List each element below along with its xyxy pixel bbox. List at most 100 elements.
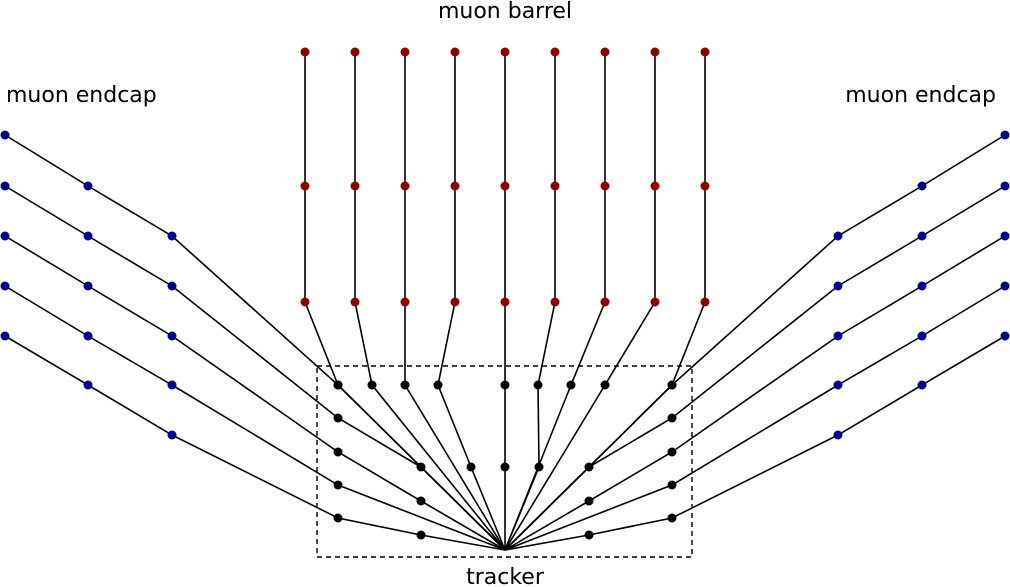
endcap-track-left	[4, 335, 506, 551]
barrel-track	[504, 52, 556, 551]
barrel-hit	[650, 47, 660, 57]
endcap-track-left	[4, 134, 506, 551]
tracker-hit	[416, 462, 426, 472]
tracker-hit	[667, 380, 677, 390]
barrel-track	[437, 52, 506, 551]
endcap-hit-right	[917, 281, 927, 291]
endcap-hit-left	[83, 181, 93, 191]
endcap-track-right	[504, 134, 1006, 551]
endcap-hit-right	[1000, 231, 1010, 241]
barrel-hit	[350, 181, 360, 191]
endcap-hit-right	[833, 331, 843, 341]
endcap-track-right	[504, 235, 1006, 551]
barrel-hit	[300, 47, 310, 57]
barrel-hit	[550, 297, 560, 307]
barrel-hit	[500, 297, 510, 307]
endcap-hit-left	[0, 331, 10, 341]
tracker-hit	[500, 462, 510, 472]
endcap-hit-left	[0, 130, 10, 140]
endcap-track-right	[504, 185, 1006, 551]
endcap-hit-right	[917, 380, 927, 390]
barrel-hit	[600, 47, 610, 57]
endcap-hit-left	[0, 181, 10, 191]
barrel-hit	[400, 47, 410, 57]
endcap-hit-left	[83, 331, 93, 341]
endcap-hit-left	[167, 380, 177, 390]
endcap-hit-left	[167, 331, 177, 341]
barrel-hit	[650, 181, 660, 191]
barrel-hit	[450, 47, 460, 57]
barrel-hit	[500, 47, 510, 57]
endcap-hit-left	[167, 281, 177, 291]
muon-endcap-right-label: muon endcap	[845, 83, 996, 108]
tracker-hit	[600, 380, 610, 390]
tracker-hit	[667, 513, 677, 523]
endcap-hit-right	[917, 181, 927, 191]
barrel-hit	[350, 47, 360, 57]
tracker-hit	[500, 380, 510, 390]
tracker-hit	[433, 380, 443, 390]
endcap-hit-right	[1000, 181, 1010, 191]
tracker-hit	[566, 380, 576, 390]
endcap-hit-right	[833, 380, 843, 390]
endcap-hit-left	[167, 430, 177, 440]
tracker-label: tracker	[466, 565, 545, 587]
endcap-hit-left	[83, 380, 93, 390]
barrel-hit	[350, 297, 360, 307]
endcap-hit-right	[833, 281, 843, 291]
tracker-hit	[333, 413, 343, 423]
barrel-hit	[400, 181, 410, 191]
endcap-hit-right	[917, 231, 927, 241]
tracker-hit	[416, 496, 426, 506]
endcap-hit-right	[917, 331, 927, 341]
tracker-hit	[333, 480, 343, 490]
endcap-track-left	[4, 235, 506, 551]
tracker-hit	[533, 380, 543, 390]
endcap-track-right	[504, 335, 1006, 551]
tracker-hit	[584, 530, 594, 540]
tracker-hit	[667, 413, 677, 423]
endcap-hit-right	[1000, 281, 1010, 291]
tracker-hit	[367, 380, 377, 390]
tracker-hit	[584, 496, 594, 506]
endcap-hit-right	[833, 430, 843, 440]
tracker-hit	[333, 447, 343, 457]
barrel-hit	[450, 181, 460, 191]
endcap-track-right	[504, 285, 1006, 551]
muon-barrel-label: muon barrel	[438, 0, 572, 24]
endcap-hit-left	[0, 281, 10, 291]
tracker-hit	[584, 462, 594, 472]
barrel-hit	[450, 297, 460, 307]
endcap-track-left	[4, 185, 506, 551]
barrel-hit	[650, 297, 660, 307]
tracker-hit	[333, 513, 343, 523]
barrel-hit	[600, 297, 610, 307]
barrel-hit	[700, 47, 710, 57]
endcap-hit-right	[833, 231, 843, 241]
endcap-hit-right	[1000, 130, 1010, 140]
endcap-hit-left	[83, 231, 93, 241]
tracker-hit	[667, 447, 677, 457]
barrel-hit	[600, 181, 610, 191]
barrel-hit	[700, 297, 710, 307]
tracker-hit	[466, 462, 476, 472]
endcap-hit-left	[83, 281, 93, 291]
tracker-hit	[400, 380, 410, 390]
tracker-hit	[333, 380, 343, 390]
tracker-region-box	[316, 365, 693, 558]
endcap-hit-right	[1000, 331, 1010, 341]
endcap-hit-left	[0, 231, 10, 241]
barrel-hit	[300, 297, 310, 307]
barrel-hit	[500, 181, 510, 191]
barrel-hit	[400, 297, 410, 307]
tracker-hit	[667, 480, 677, 490]
barrel-hit	[300, 181, 310, 191]
barrel-hit	[550, 47, 560, 57]
tracker-hit	[534, 462, 544, 472]
detector-hits	[0, 47, 1010, 540]
tracker-hit	[416, 530, 426, 540]
endcap-hit-left	[167, 231, 177, 241]
endcap-track-left	[4, 285, 506, 551]
barrel-hit	[700, 181, 710, 191]
